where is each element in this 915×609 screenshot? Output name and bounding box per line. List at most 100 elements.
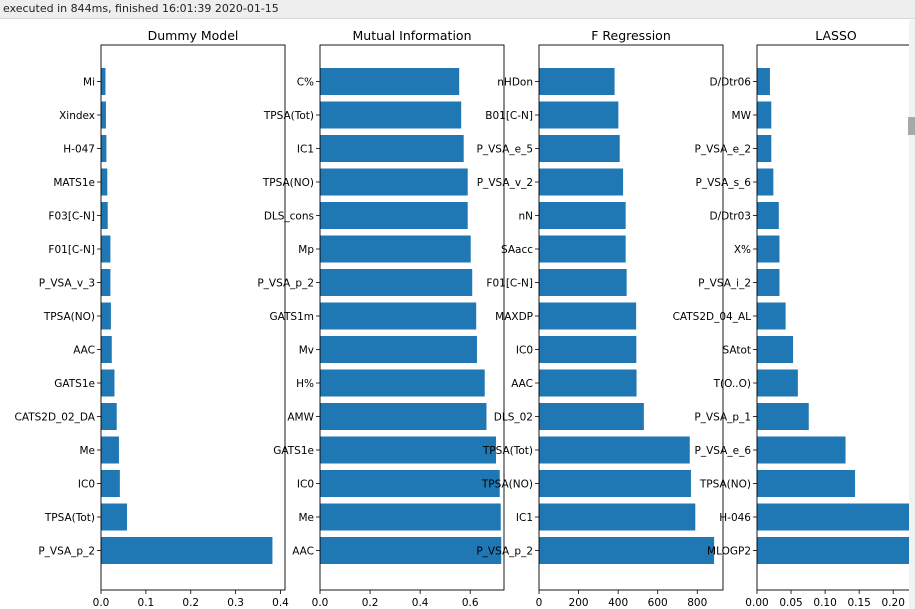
bar [539, 537, 715, 564]
y-tick-label: MATS1e [53, 177, 95, 189]
y-tick-label: GATS1e [54, 378, 95, 390]
y-tick-label: H-046 [719, 512, 751, 524]
chart-panel: Dummy Model P_VSA_p_2 TPSA(Tot) IC0 Me CATS2D… [15, 28, 290, 609]
y-tick-label: TPSA(Tot) [482, 445, 533, 457]
y-tick-label: nN [518, 211, 533, 223]
bar [320, 168, 468, 196]
bar [101, 403, 117, 430]
bar [101, 537, 273, 564]
y-tick-label: P_VSA_v_2 [477, 177, 533, 189]
bar [539, 202, 626, 229]
y-tick-label: TPSA(NO) [699, 479, 751, 491]
bar [539, 68, 615, 95]
y-tick-label: Me [79, 445, 95, 457]
bar [101, 202, 108, 229]
bar [539, 135, 620, 162]
bar [757, 369, 798, 397]
scrollbar-track[interactable] [909, 20, 915, 609]
y-tick-label: P_VSA_i_2 [698, 278, 751, 290]
bar [320, 537, 502, 564]
bar [757, 235, 780, 263]
x-tick-label: 0.2 [362, 597, 379, 609]
bar [320, 269, 473, 296]
x-tick-label: 0 [536, 597, 543, 609]
x-tick-label: 0.05 [779, 597, 802, 609]
axes-frame [756, 44, 915, 591]
bar [539, 470, 691, 497]
bar [539, 336, 637, 363]
y-tick-label: IC0 [78, 479, 95, 491]
bar [320, 235, 471, 263]
y-tick-label: CATS2D_02_DA [15, 412, 96, 424]
bar [101, 168, 108, 196]
y-tick-label: CATS2D_04_AL [673, 311, 752, 323]
bar [101, 470, 120, 497]
bar [101, 302, 111, 330]
y-tick-label: T(O..O) [713, 378, 751, 390]
bar [539, 269, 627, 296]
bar [539, 235, 626, 263]
chart-panel: LASSO MLOGP2 H-046 TPSA(NO) P_VSA_e_6 P_VSA_p… [673, 28, 915, 609]
bar [757, 470, 856, 497]
x-tick-label: 0.2 [182, 597, 199, 609]
y-tick-label: MAXDP [495, 311, 533, 323]
y-tick-label: X% [734, 244, 751, 256]
x-tick-label: 0.4 [272, 597, 289, 609]
y-tick-label: GATS1m [270, 311, 315, 323]
y-tick-label: P_VSA_v_3 [39, 278, 95, 290]
bar [757, 302, 786, 330]
y-tick-label: P_VSA_s_6 [696, 177, 752, 189]
x-tick-label: 0.3 [227, 597, 244, 609]
x-tick-label: 0.00 [745, 597, 768, 609]
y-tick-label: H-047 [63, 144, 95, 156]
bar [101, 235, 111, 263]
x-tick-label: 0.15 [847, 597, 870, 609]
y-tick-label: SAacc [501, 244, 533, 256]
y-tick-label: AAC [73, 345, 95, 357]
bar [320, 403, 487, 430]
y-tick-label: Mp [298, 244, 314, 256]
chart-title: F Regression [591, 28, 671, 43]
chart-panel: Mutual Information AAC Me IC0 GATS1e AMW H% Mv G… [257, 28, 505, 609]
bar [320, 369, 485, 397]
bar [757, 403, 809, 430]
y-tick-label: P_VSA_e_6 [695, 445, 752, 457]
x-tick-label: 0.1 [138, 597, 155, 609]
bar [757, 436, 846, 464]
bar [320, 202, 468, 229]
bar [539, 168, 624, 196]
y-tick-label: AAC [511, 378, 533, 390]
y-tick-label: H% [296, 378, 314, 390]
bar [539, 503, 696, 531]
y-tick-label: P_VSA_e_5 [477, 144, 533, 156]
y-tick-label: Xindex [59, 110, 95, 122]
y-tick-label: P_VSA_p_2 [257, 278, 314, 290]
bar [320, 503, 501, 531]
y-tick-label: AAC [292, 546, 314, 558]
bar [539, 302, 637, 330]
y-tick-label: B01[C-N] [485, 110, 533, 122]
bar [320, 302, 477, 330]
bar [757, 202, 779, 229]
y-tick-label: F03[C-N] [48, 211, 95, 223]
y-tick-label: Mi [83, 77, 95, 89]
bar [320, 336, 477, 363]
y-tick-label: P_VSA_p_2 [38, 546, 95, 558]
y-tick-label: D/Dtr03 [709, 211, 751, 223]
execution-status-text: executed in 844ms, finished 16:01:39 202… [3, 2, 279, 15]
chart-title: Mutual Information [353, 28, 472, 43]
bar [101, 135, 107, 162]
bar [539, 101, 619, 129]
bar [320, 68, 460, 95]
bar [757, 101, 772, 129]
bar [757, 168, 774, 196]
y-tick-label: Me [298, 512, 314, 524]
y-tick-label: D/Dtr06 [709, 77, 751, 89]
x-tick-label: 0.6 [462, 597, 479, 609]
bar [757, 503, 915, 531]
y-tick-label: TPSA(NO) [43, 311, 95, 323]
scrollbar-thumb[interactable] [908, 117, 915, 135]
y-tick-label: MLOGP2 [707, 546, 751, 558]
bar [757, 336, 794, 363]
x-tick-label: 0.10 [813, 597, 836, 609]
